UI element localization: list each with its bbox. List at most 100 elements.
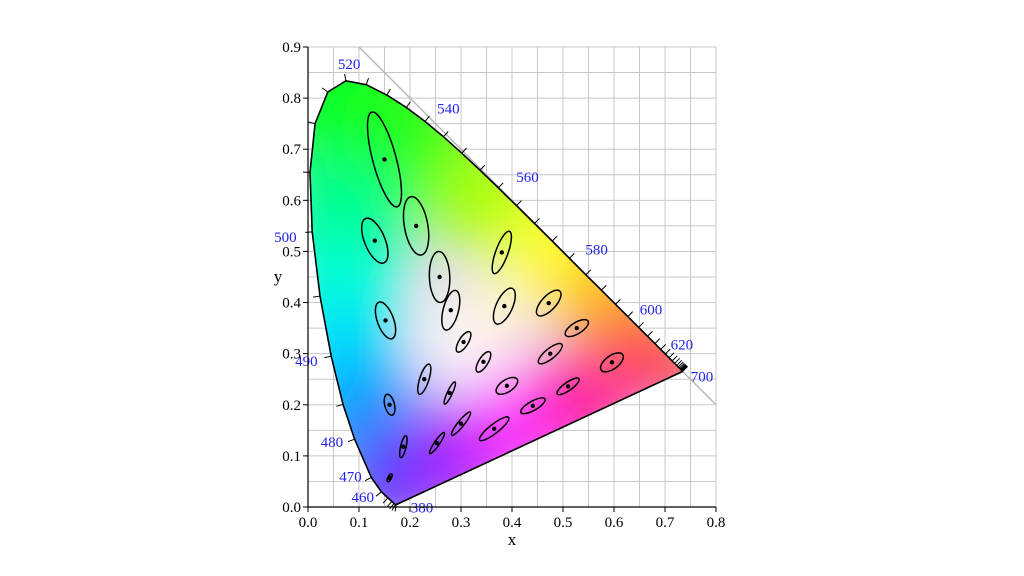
wavelength-tick (386, 501, 393, 508)
macadam-ellipse (564, 318, 590, 338)
macadam-ellipse (519, 397, 546, 415)
wavelength-tick (681, 365, 687, 371)
wavelength-tick (638, 322, 644, 328)
y-tick-label: 0.4 (282, 296, 301, 312)
x-tick-label: 0.4 (503, 515, 522, 531)
ellipse-center-dot (491, 426, 497, 431)
macadam-ellipse (478, 416, 510, 442)
wavelength-tick (600, 284, 607, 291)
wavelength-tick (336, 403, 344, 407)
wavelength-label: 380 (411, 500, 434, 516)
wavelength-tick (671, 355, 678, 362)
ellipse-center-dot (504, 383, 510, 389)
ellipse-center-dot (609, 360, 615, 365)
wavelength-tick (375, 491, 382, 497)
macadam-ellipse (428, 250, 451, 304)
macadam-ellipse (495, 376, 519, 396)
macadam-ellipse (428, 431, 446, 455)
wavelength-tick (364, 477, 372, 482)
ellipse-center-dot (458, 421, 464, 426)
macadam-ellipse (475, 350, 492, 373)
wavelength-tick (534, 218, 540, 224)
wavelength-tick (664, 348, 671, 355)
wavelength-tick (305, 231, 313, 233)
wavelength-tick (347, 438, 355, 443)
macadam-ellipse (537, 342, 563, 365)
ellipse-center-dot (502, 303, 507, 309)
wavelength-tick (386, 88, 391, 96)
ellipse-center-dot (413, 223, 419, 229)
wavelength-tick (382, 497, 389, 504)
macadam-ellipse (556, 377, 580, 396)
y-tick-label: 0.5 (282, 244, 301, 260)
x-tick-label: 0.7 (656, 515, 675, 531)
x-tick-label: 0.2 (401, 515, 420, 531)
wavelength-labels: 380 460 470 480 490 500 520 540 560 580 600 620 700 (274, 57, 713, 517)
y-tick-label: 0.6 (282, 193, 301, 209)
wavelength-tick (461, 147, 467, 154)
wavelength-tick (682, 366, 688, 372)
x-tick-label: 0.8 (707, 515, 726, 531)
wavelength-tick (365, 77, 370, 85)
ellipse-center-dot (499, 250, 504, 255)
wavelength-tick (405, 101, 411, 108)
wavelength-tick (679, 363, 686, 370)
wavelength-tick (680, 364, 687, 371)
wavelength-tick (680, 364, 687, 370)
ellipse-center-dot (387, 402, 392, 407)
wavelength-label: 480 (321, 435, 344, 451)
macadam-ellipse (374, 301, 397, 340)
wavelength-label: 520 (338, 57, 361, 73)
wavelength-ticks (302, 73, 688, 512)
ellipse-center-dot (401, 444, 406, 449)
wavelength-tick (389, 503, 395, 510)
x-tick-label: 0.5 (554, 515, 573, 531)
macadam-ellipse (366, 111, 403, 208)
macadam-ellipse (441, 289, 461, 331)
macadam-ellipse (492, 287, 517, 325)
wavelength-tick (660, 344, 666, 350)
macadam-ellipse (360, 217, 389, 264)
wavelength-tick (569, 252, 575, 259)
macadam-ellipse (416, 363, 432, 396)
y-tick-label: 0.2 (282, 398, 301, 414)
wavelength-tick (479, 164, 486, 171)
ellipse-center-dot (422, 377, 427, 382)
ellipse-center-dot (447, 390, 452, 396)
wavelength-tick (677, 361, 684, 368)
wavelength-label: 560 (516, 170, 539, 186)
ellipse-center-dot (372, 238, 378, 243)
wavelength-label: 600 (640, 303, 663, 319)
wavelength-tick (344, 73, 347, 81)
ellipse-center-dot (565, 384, 571, 389)
wavelength-tick (676, 360, 683, 366)
y-tick-label: 0.0 (282, 500, 301, 516)
ellipse-center-dot (387, 475, 392, 481)
wavelength-tick (674, 358, 680, 364)
wavelength-tick (627, 311, 634, 317)
wavelength-tick (516, 200, 522, 206)
wavelength-tick (654, 338, 661, 344)
ellipse-center-dot (382, 157, 387, 162)
macadam-ellipse (535, 289, 562, 317)
wavelength-tick (394, 504, 397, 512)
macadam-ellipse (443, 381, 457, 405)
macadam-ellipse (599, 352, 625, 373)
x-tick-label: 0.1 (350, 515, 369, 531)
wavelength-label: 700 (691, 369, 714, 385)
x-axis-title: x (508, 530, 517, 549)
macadam-ellipse (450, 411, 472, 437)
wavelength-tick (443, 131, 449, 138)
ellipse-center-dot (574, 325, 579, 331)
wavelength-tick (324, 355, 332, 359)
wavelength-tick (424, 115, 430, 122)
ellipse-center-dot (546, 300, 551, 306)
ellipse-center-dot (434, 440, 440, 446)
wavelength-label: 490 (295, 354, 318, 370)
macadam-ellipse (383, 393, 396, 416)
ellipse-center-dot (481, 359, 486, 365)
wavelength-tick (647, 330, 653, 337)
x-tick-label: 0.6 (605, 515, 624, 531)
ellipse-center-dot (448, 308, 453, 313)
y-tick-label: 0.9 (282, 40, 301, 56)
